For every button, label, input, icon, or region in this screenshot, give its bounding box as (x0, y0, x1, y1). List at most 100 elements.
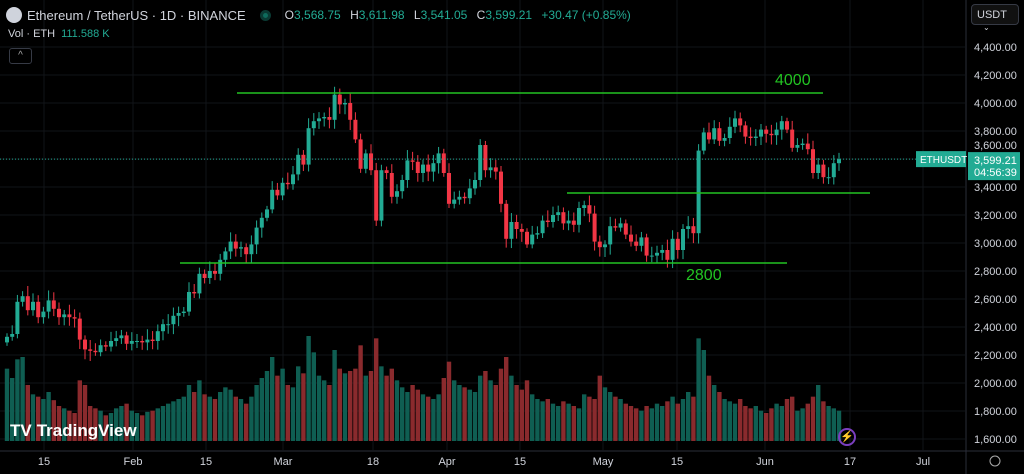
candle (800, 138, 805, 150)
candle (405, 150, 410, 188)
candle (717, 122, 722, 146)
volume-bar (592, 399, 597, 441)
candle (634, 234, 639, 252)
volume-bar (634, 408, 639, 441)
y-tick-label: 1,600.00 (974, 434, 1017, 446)
volume-bar (446, 361, 452, 441)
volume-bar (426, 396, 431, 441)
volume-bar (77, 380, 82, 441)
y-tick-label: 2,400.00 (974, 322, 1017, 334)
volume-bar (415, 389, 420, 441)
chevron-down-icon: ⌄ (983, 23, 990, 32)
volume-bar (212, 399, 218, 441)
candle (551, 206, 555, 228)
x-tick-label: 15 (200, 456, 212, 468)
candle (545, 210, 550, 228)
x-tick-label: Apr (438, 456, 455, 468)
volume-bar (384, 375, 389, 441)
volume-bar (498, 368, 504, 441)
volume-bar (701, 350, 706, 441)
volume-bar (623, 403, 628, 441)
candle (821, 159, 826, 184)
collapse-legend-button[interactable]: ^ (9, 48, 32, 64)
volume-bar (134, 413, 140, 441)
volume-bar (186, 385, 192, 441)
candle (379, 164, 384, 227)
volume-bar (467, 389, 472, 441)
volume-bar (639, 410, 644, 441)
candle (5, 333, 9, 346)
volume-bar (41, 399, 46, 441)
volume-bar (706, 375, 712, 441)
volume-bar (774, 403, 779, 441)
volume-bar (150, 410, 155, 441)
x-tick-label: Mar (274, 456, 293, 468)
volume-bar (420, 394, 426, 441)
volume-bar (275, 375, 280, 441)
candle (639, 231, 644, 252)
candle (686, 216, 691, 239)
candle (623, 219, 628, 240)
candle (114, 330, 119, 347)
volume-bar (103, 415, 108, 441)
volume-bar (51, 400, 56, 441)
volume-bar (238, 399, 244, 441)
candle (317, 112, 321, 129)
volume-bar (519, 389, 524, 441)
volume-bar (374, 338, 379, 441)
volume-bar (327, 385, 332, 441)
volume-bar (602, 387, 608, 441)
volume-bar (784, 399, 790, 441)
volume-bar (301, 373, 306, 441)
candle (223, 247, 228, 267)
candle (197, 267, 202, 299)
symbol-title[interactable]: Ethereum / TetherUS · 1D · BINANCE (27, 7, 246, 23)
volume-bar (249, 396, 254, 441)
candle (826, 167, 831, 185)
candle (592, 205, 597, 251)
volume-bar (748, 408, 753, 441)
candle (670, 230, 675, 269)
volume-bar (691, 396, 696, 441)
volume-bar (108, 413, 114, 441)
volume-bar (582, 394, 587, 441)
candle (150, 331, 155, 350)
y-tick-label: 4,000.00 (974, 98, 1017, 110)
market-status-icon[interactable] (259, 9, 271, 21)
lightning-icon[interactable]: ⚡ (838, 428, 856, 446)
volume-bar (660, 406, 665, 441)
volume-bar (488, 380, 493, 441)
candle (587, 195, 592, 223)
volume-bar (181, 396, 186, 441)
settings-gear-icon[interactable] (989, 455, 1001, 467)
candle (535, 226, 540, 239)
volume-bar (155, 408, 160, 441)
candle (566, 210, 571, 231)
candle (816, 158, 821, 180)
volume-bar (530, 394, 535, 441)
candle (608, 216, 613, 255)
candle (57, 302, 61, 325)
candle (135, 334, 139, 348)
volume-bar (368, 371, 374, 441)
currency-select[interactable]: USDT ⌄ (971, 4, 1019, 32)
volume-bar (514, 385, 519, 441)
volume-bar (483, 371, 488, 441)
volume-bar (405, 392, 410, 441)
candle (228, 232, 233, 259)
volume-bar (202, 394, 207, 441)
candle (275, 182, 280, 200)
candle (660, 244, 665, 261)
candle (296, 148, 301, 181)
volume-bar (342, 373, 348, 441)
volume-bar (441, 378, 446, 441)
volume-bar (10, 378, 15, 441)
candle (519, 223, 524, 242)
candle (218, 253, 223, 281)
candle (681, 224, 685, 260)
candle (109, 331, 113, 352)
candle (270, 181, 275, 214)
volume-bar (675, 403, 680, 441)
candle (124, 331, 129, 350)
